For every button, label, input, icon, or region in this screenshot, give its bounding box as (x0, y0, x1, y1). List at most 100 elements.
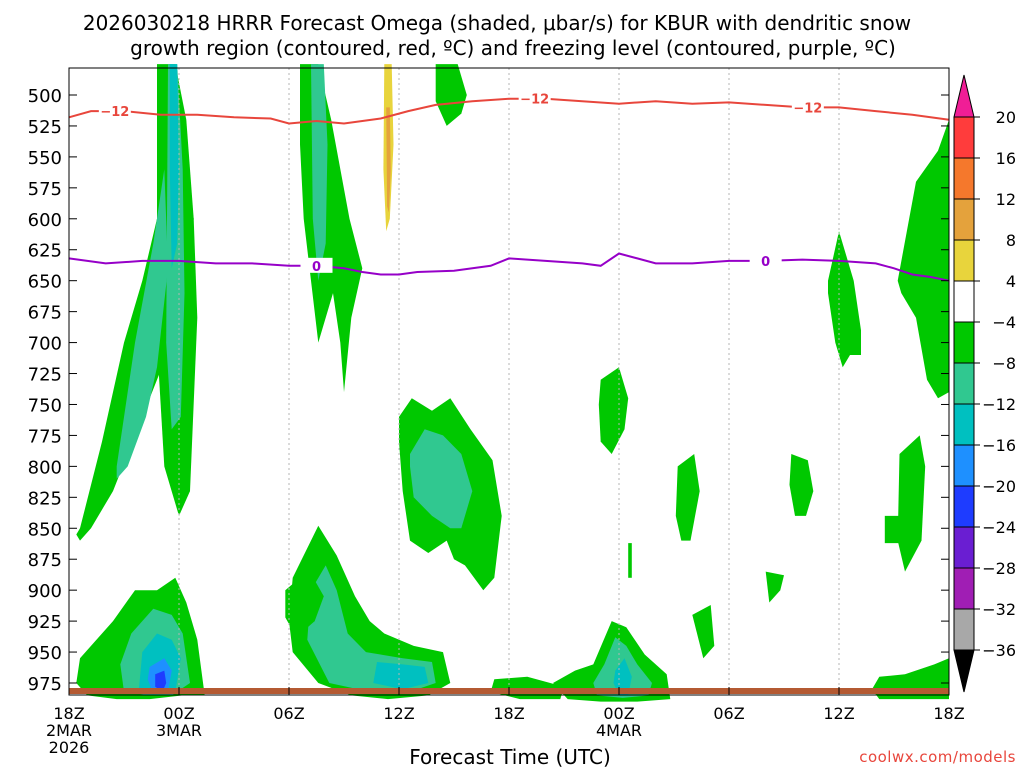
y-tick-label-525: 525 (28, 117, 62, 138)
colorbar-band-8 (953, 444, 975, 487)
y-tick-label-925: 925 (28, 612, 62, 633)
freezing-level-0-label-0: 0 (312, 260, 321, 275)
y-axis: 500 525 550 575 600 625 650 675 700 725 750 775 800 8… (28, 86, 949, 695)
x-tick-label-0-0: 18Z (53, 704, 84, 723)
colorbar-label-2: 12 (996, 190, 1016, 209)
y-tick-label-600: 600 (28, 210, 62, 231)
freezing-level-0-line (68, 252, 950, 282)
colorbar-band-2 (953, 198, 975, 241)
y-tick-label-950: 950 (28, 643, 62, 664)
x-tick-label-0-2: 2026 (49, 738, 90, 757)
y-tick-label-775: 775 (28, 426, 62, 447)
colorbar-label-12: −32 (982, 600, 1016, 619)
y-tick-label-900: 900 (28, 581, 62, 602)
freezing-level-0-label-bg-1 (749, 252, 782, 268)
colorbar: 20 16 12 8 4 −4 −8 −12 −16 −20 −24 −28 −32 −36 (953, 74, 1016, 693)
credit-text: coolwx.com/models (859, 748, 1016, 766)
omega-shading (76, 64, 949, 702)
omega-region-9 (598, 367, 629, 454)
omega-region-33 (386, 107, 391, 213)
colorbar-label-0: 20 (996, 108, 1016, 127)
colorbar-band-10 (953, 526, 975, 569)
omega-region-8 (410, 429, 473, 529)
colorbar-band-6 (953, 362, 975, 405)
colorbar-band-0 (953, 116, 975, 159)
dendritic-minus12-label-bg-1 (518, 90, 551, 106)
omega-region-23 (897, 119, 949, 399)
plot-area: −12 −12 −12 0 0 (68, 64, 950, 702)
y-tick-label-750: 750 (28, 395, 62, 416)
y-tick-label-650: 650 (28, 272, 62, 293)
y-tick-label-550: 550 (28, 148, 62, 169)
omega-region-42 (765, 571, 784, 603)
omega-region-44 (884, 515, 902, 544)
colorbar-band-9 (953, 485, 975, 528)
x-tick-label-5-1: 4MAR (596, 721, 642, 740)
dendritic-minus12-line (68, 97, 950, 125)
chart-title-line1: 2026030218 HRRR Forecast Omega (shaded, … (83, 11, 911, 35)
dendritic-minus12-label-bg-0 (98, 103, 131, 119)
x-tick-label-1-0: 00Z (163, 704, 194, 723)
colorbar-top-arrow (953, 74, 975, 118)
omega-region-27 (789, 454, 814, 516)
y-tick-label-850: 850 (28, 519, 62, 540)
y-tick-label-975: 975 (28, 674, 62, 695)
y-tick-label-825: 825 (28, 488, 62, 509)
y-tick-label-725: 725 (28, 365, 62, 386)
x-axis-label: Forecast Time (UTC) (409, 745, 611, 768)
chart-title-line2: growth region (contoured, red, ºC) and f… (130, 36, 896, 60)
colorbar-label-7: −12 (982, 395, 1016, 414)
omega-region-38 (557, 513, 564, 553)
colorbar-label-1: 16 (996, 149, 1016, 168)
omega-region-17 (373, 662, 429, 690)
colorbar-band-11 (953, 567, 975, 610)
omega-region-16 (307, 565, 436, 692)
omega-region-20 (613, 658, 632, 696)
omega-region-30 (221, 163, 236, 225)
colorbar-label-10: −24 (982, 518, 1016, 537)
y-tick-label-875: 875 (28, 550, 62, 571)
omega-region-26 (675, 454, 700, 541)
omega-region-25 (897, 435, 926, 572)
y-tick-label-800: 800 (28, 457, 62, 478)
omega-region-45 (628, 543, 632, 578)
x-tick-label-7-0: 12Z (823, 704, 854, 723)
omega-region-29 (88, 64, 97, 170)
omega-region-43 (692, 605, 715, 659)
x-tick-label-2-0: 06Z (273, 704, 304, 723)
colorbar-band-12 (953, 608, 975, 651)
omega-region-39 (149, 515, 156, 541)
x-tick-label-5-0: 00Z (603, 704, 634, 723)
omega-region-41 (435, 64, 467, 126)
colorbar-label-6: −8 (992, 354, 1016, 373)
colorbar-label-3: 8 (1006, 231, 1016, 250)
colorbar-band-3 (953, 239, 975, 282)
x-tick-label-4-0: 18Z (493, 704, 524, 723)
freezing-level-0-label-1: 0 (761, 255, 770, 270)
omega-region-2 (116, 169, 168, 479)
colorbar-bottom-arrow (953, 649, 975, 693)
y-tick-label-700: 700 (28, 334, 62, 355)
colorbar-label-11: −28 (982, 559, 1016, 578)
y-tick-label-575: 575 (28, 179, 62, 200)
y-tick-label-500: 500 (28, 86, 62, 107)
omega-region-28 (285, 577, 324, 638)
colorbar-label-8: −16 (982, 436, 1016, 455)
omega-region-36 (320, 377, 335, 454)
omega-region-34 (498, 70, 524, 219)
colorbar-band-7 (953, 403, 975, 446)
x-tick-label-6-0: 06Z (713, 704, 744, 723)
colorbar-band-4 (953, 280, 975, 323)
x-tick-label-3-0: 12Z (383, 704, 414, 723)
omega-region-40 (653, 553, 662, 584)
colorbar-label-4: 4 (1006, 272, 1016, 291)
colorbar-band-5 (953, 321, 975, 364)
dendritic-minus12-label-0: −12 (100, 105, 129, 120)
omega-region-37 (234, 562, 258, 613)
colorbar-label-5: −4 (992, 313, 1016, 332)
omega-region-24 (828, 231, 861, 368)
x-tick-label-1-1: 3MAR (156, 721, 202, 740)
contour-lines: −12 −12 −12 0 0 (68, 90, 950, 282)
